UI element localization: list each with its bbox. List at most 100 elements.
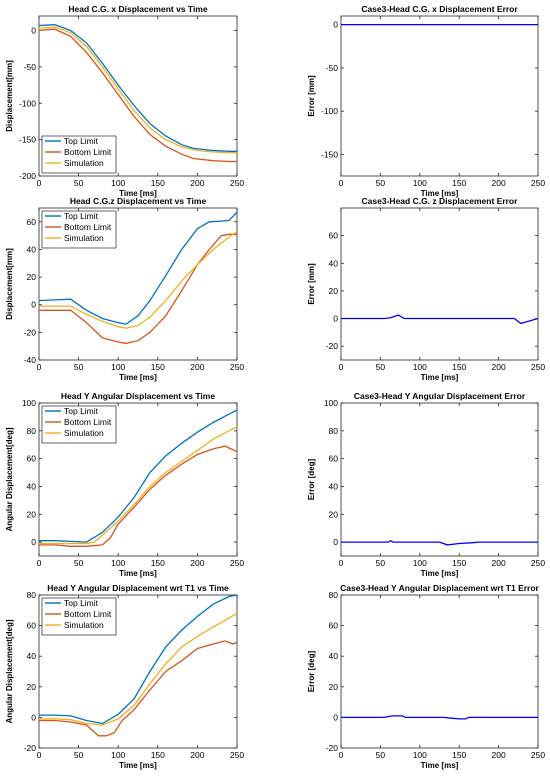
x-tick-label: 150	[151, 362, 165, 372]
x-tick-label: 0	[37, 750, 42, 760]
series-line-bottom-limit	[39, 445, 237, 547]
y-axis-label: Error [deg]	[307, 651, 316, 693]
x-tick-label: 100	[413, 178, 427, 188]
series-line-bottom-limit	[39, 233, 237, 345]
x-tick-label: 50	[74, 178, 84, 188]
y-tick-label: 0	[31, 712, 36, 722]
x-tick-label: 200	[190, 558, 204, 568]
x-tick-label: 250	[230, 750, 244, 760]
x-tick-label: 100	[111, 178, 125, 188]
x-tick-label: 0	[37, 178, 42, 188]
y-axis-label: Error [mm]	[307, 75, 316, 117]
y-tick-label: 40	[329, 481, 339, 491]
legend-box	[41, 135, 117, 174]
chart-panel-6: 0 50 100 150 200 250 0 20 40 60 80 100 Case3-Head Y …	[307, 391, 545, 578]
legend-label: Bottom Limit	[64, 222, 112, 232]
chart-title: Head Y Angular Displacement vs Time	[61, 391, 215, 401]
y-tick-label: 0	[31, 537, 36, 547]
y-tick-label: 40	[27, 244, 37, 254]
series-line-top-limit	[39, 211, 237, 325]
series-line-error	[341, 715, 538, 720]
x-tick-label: 200	[492, 750, 506, 760]
x-axis-label: Time [ms]	[119, 373, 157, 382]
y-tick-label: 80	[27, 590, 37, 600]
y-tick-label: 40	[27, 481, 37, 491]
series-line-top-limit	[39, 595, 237, 725]
y-axis-label: Error [deg]	[307, 459, 316, 501]
y-tick-label: 60	[27, 621, 37, 631]
series-line-top-limit	[39, 24, 237, 152]
y-tick-label: 20	[27, 272, 37, 282]
x-axis-label: Time [ms]	[119, 189, 157, 198]
x-tick-label: 50	[376, 362, 386, 372]
x-tick-label: 200	[492, 558, 506, 568]
chart-title: Case3-Head Y Angular Displacement wrt T1…	[340, 583, 539, 593]
legend-label: Bottom Limit	[64, 609, 112, 619]
y-tick-label: -200	[19, 171, 36, 181]
x-tick-label: 0	[339, 362, 344, 372]
y-tick-label: -20	[24, 743, 37, 753]
chart-panel-2: 0 50 100 150 200 250 0 -50 -100 -150 Case3-Head C.…	[307, 4, 545, 198]
x-tick-label: 250	[531, 178, 545, 188]
chart-title: Case3-Head C.G. z Displacement Error	[362, 196, 519, 206]
legend-box	[41, 405, 117, 444]
x-axis-label: Time [ms]	[421, 373, 459, 382]
x-tick-label: 150	[151, 178, 165, 188]
y-tick-label: -150	[321, 149, 338, 159]
y-tick-label: 0	[333, 314, 338, 324]
chart-panel-1: 0 50 100 150 200 250 0 -50 -100 -150 -200 Head C.G.…	[5, 4, 244, 198]
y-tick-label: 60	[329, 454, 339, 464]
x-tick-label: 200	[492, 178, 506, 188]
chart-title: Head Y Angular Displacement wrt T1 vs Ti…	[47, 583, 229, 593]
legend-box	[41, 597, 117, 636]
x-tick-label: 150	[452, 558, 466, 568]
legend-label: Bottom Limit	[64, 147, 112, 157]
y-tick-label: -20	[24, 327, 37, 337]
x-tick-label: 250	[230, 558, 244, 568]
x-tick-label: 100	[111, 750, 125, 760]
y-tick-label: 80	[329, 590, 339, 600]
chart-panel-4: 0 50 100 150 200 250 -20 0 20 40 60 Case3-Head C.G.…	[307, 196, 545, 382]
y-axis-label: Displacement[mm]	[5, 248, 14, 320]
x-tick-label: 200	[492, 362, 506, 372]
y-tick-label: 40	[329, 258, 339, 268]
x-tick-label: 250	[230, 362, 244, 372]
x-tick-label: 0	[339, 558, 344, 568]
y-axis-label: Displacement[mm]	[5, 60, 14, 132]
legend-label: Top Limit	[64, 211, 99, 221]
plot-area	[340, 207, 539, 361]
series-line-simulation	[39, 26, 237, 154]
y-tick-label: 0	[333, 537, 338, 547]
x-axis-label: Time [ms]	[119, 569, 157, 578]
x-axis-label: Time [ms]	[421, 569, 459, 578]
legend-label: Bottom Limit	[64, 417, 112, 427]
series-line-simulation	[39, 612, 237, 726]
series-line-simulation	[39, 426, 237, 545]
x-tick-label: 150	[151, 750, 165, 760]
x-tick-label: 100	[413, 362, 427, 372]
y-tick-label: -50	[326, 63, 339, 73]
legend-label: Top Limit	[64, 136, 99, 146]
y-tick-label: 40	[27, 651, 37, 661]
y-tick-label: 60	[27, 217, 37, 227]
x-tick-label: 200	[190, 362, 204, 372]
y-tick-label: -150	[19, 135, 36, 145]
legend-box	[41, 210, 117, 249]
chart-title: Head C.G. x Displacement vs Time	[68, 4, 207, 14]
plot-area	[340, 594, 539, 749]
x-tick-label: 50	[376, 750, 386, 760]
x-tick-label: 200	[190, 178, 204, 188]
x-tick-label: 150	[452, 362, 466, 372]
x-tick-label: 0	[37, 558, 42, 568]
x-tick-label: 100	[413, 558, 427, 568]
y-tick-label: 40	[329, 651, 339, 661]
y-tick-label: -100	[19, 98, 36, 108]
chart-title: Case3-Head C.G. x Displacement Error	[361, 4, 518, 14]
x-tick-label: 50	[74, 362, 84, 372]
y-tick-label: 60	[329, 621, 339, 631]
